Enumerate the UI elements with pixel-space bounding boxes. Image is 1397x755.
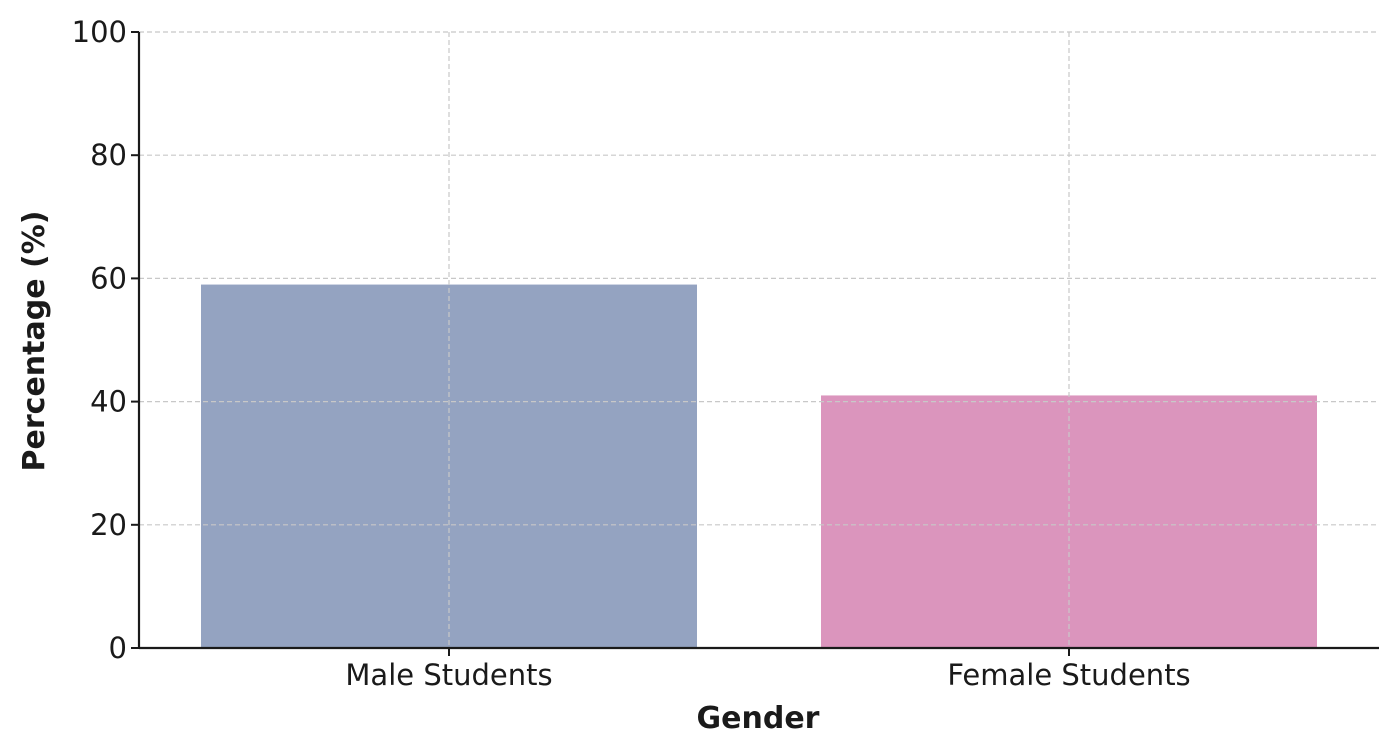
x-axis-title: Gender xyxy=(697,701,820,736)
bars xyxy=(201,284,1317,648)
grid-lines xyxy=(139,31,1379,648)
axes xyxy=(131,31,1379,656)
y-tick-label: 0 xyxy=(109,631,127,665)
y-tick-label: 20 xyxy=(90,508,127,542)
y-tick-label: 100 xyxy=(72,15,127,49)
y-axis-title: Percentage (%) xyxy=(17,211,52,472)
tick-labels: 0 20 40 60 80 100 Male Students Female Students xyxy=(72,15,1191,692)
x-tick-label: Female Students xyxy=(947,658,1190,692)
x-tick-label: Male Students xyxy=(345,658,552,692)
y-tick-label: 80 xyxy=(90,138,127,172)
y-tick-label: 40 xyxy=(90,385,127,419)
y-tick-label: 60 xyxy=(90,261,127,295)
